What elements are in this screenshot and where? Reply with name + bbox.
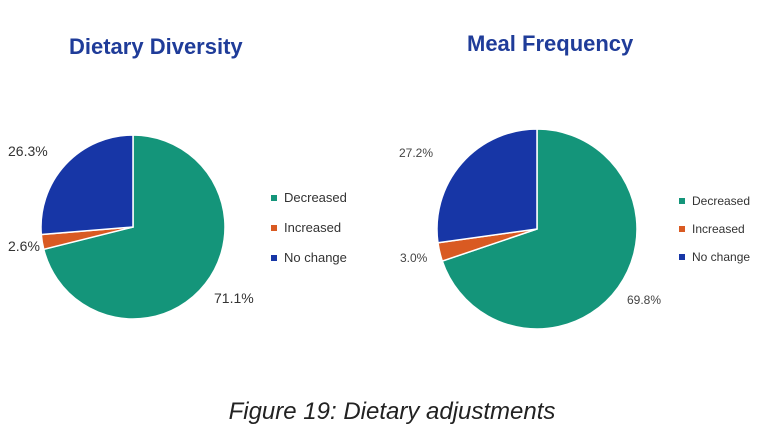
legend-item-increased: Increased bbox=[271, 220, 341, 235]
legend-swatch-no-change bbox=[271, 254, 277, 261]
legend-label-increased: Increased bbox=[284, 220, 342, 235]
legend-item-decreased: Decreased bbox=[679, 194, 750, 208]
legend-swatch-decreased bbox=[679, 198, 685, 204]
chart-title-meal-frequency: Meal Frequency bbox=[467, 31, 634, 56]
pie-slice-no-change bbox=[40, 134, 134, 236]
legend-label-increased: Increased bbox=[692, 222, 745, 236]
legend-label-no-change: No change bbox=[284, 250, 347, 265]
slice-label-increased: 2.6% bbox=[8, 238, 40, 254]
legend-item-no-change: No change bbox=[271, 250, 347, 265]
legend-swatch-no-change bbox=[679, 254, 685, 260]
legend-swatch-decreased bbox=[271, 194, 277, 201]
legend-item-increased: Increased bbox=[679, 222, 745, 236]
legend-label-decreased: Decreased bbox=[692, 194, 751, 208]
slice-label-no-change: 27.2% bbox=[399, 146, 434, 160]
legend-item-decreased: Decreased bbox=[271, 190, 347, 205]
legend-label-decreased: Decreased bbox=[284, 190, 347, 205]
slice-label-no-change: 26.3% bbox=[8, 143, 48, 159]
pie-slice-decreased bbox=[42, 134, 226, 320]
legend-swatch-increased bbox=[679, 226, 685, 232]
slice-label-increased: 3.0% bbox=[400, 251, 428, 265]
legend-label-no-change: No change bbox=[692, 250, 751, 264]
slice-label-decreased: 69.8% bbox=[627, 293, 662, 307]
chart-title-dietary-diversity: Dietary Diversity bbox=[69, 34, 243, 59]
slice-label-decreased: 71.1% bbox=[214, 290, 254, 306]
legend-swatch-increased bbox=[271, 224, 277, 231]
figure-caption: Figure 19: Dietary adjustments bbox=[228, 398, 556, 425]
legend-item-no-change: No change bbox=[679, 250, 750, 264]
